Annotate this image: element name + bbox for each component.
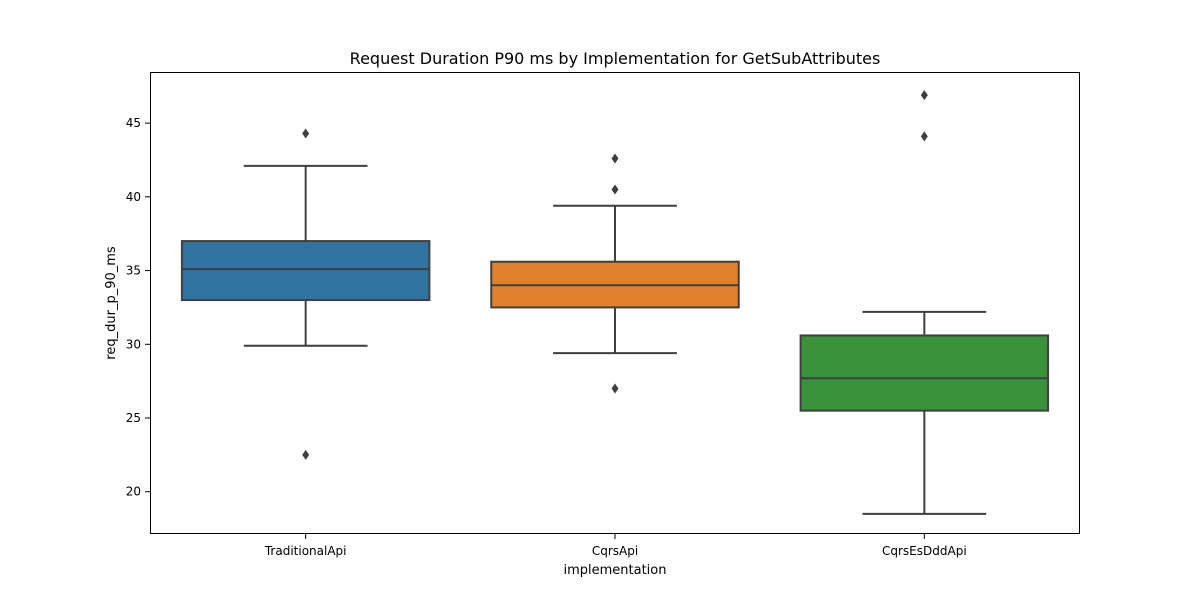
y-tick-label: 40 [126,190,141,204]
box-group-traditionalapi [180,128,431,460]
outlier-point [302,128,310,139]
x-axis-label: implementation [563,563,666,578]
y-tick-label: 35 [126,264,141,278]
outlier-point [920,131,928,142]
outlier-point [920,90,928,101]
y-axis-label: req_dur_p_90_ms [104,246,119,360]
x-axis: TraditionalApi CqrsApi CqrsEsDddApi [264,533,967,558]
y-axis: 20 25 30 35 40 45 [126,116,151,499]
x-tick-label: CqrsApi [592,544,638,558]
outlier-point [611,153,619,164]
box-group-cqrsesdddapi [799,90,1050,515]
y-tick-label: 30 [126,337,141,351]
outlier-point [302,449,310,460]
x-tick-label: CqrsEsDddApi [882,544,967,558]
x-tick-label: TraditionalApi [264,544,347,558]
box-cqrsesdddapi [799,334,1050,412]
y-tick-label: 25 [126,411,141,425]
outlier-point [611,383,619,394]
y-tick-label: 20 [126,485,141,499]
y-tick-label: 45 [126,116,141,130]
box-traditionalapi [180,240,431,302]
plot-area [180,90,1050,515]
chart-title: Request Duration P90 ms by Implementatio… [350,49,881,68]
box-group-cqrsapi [490,153,740,394]
outlier-point [611,184,619,195]
